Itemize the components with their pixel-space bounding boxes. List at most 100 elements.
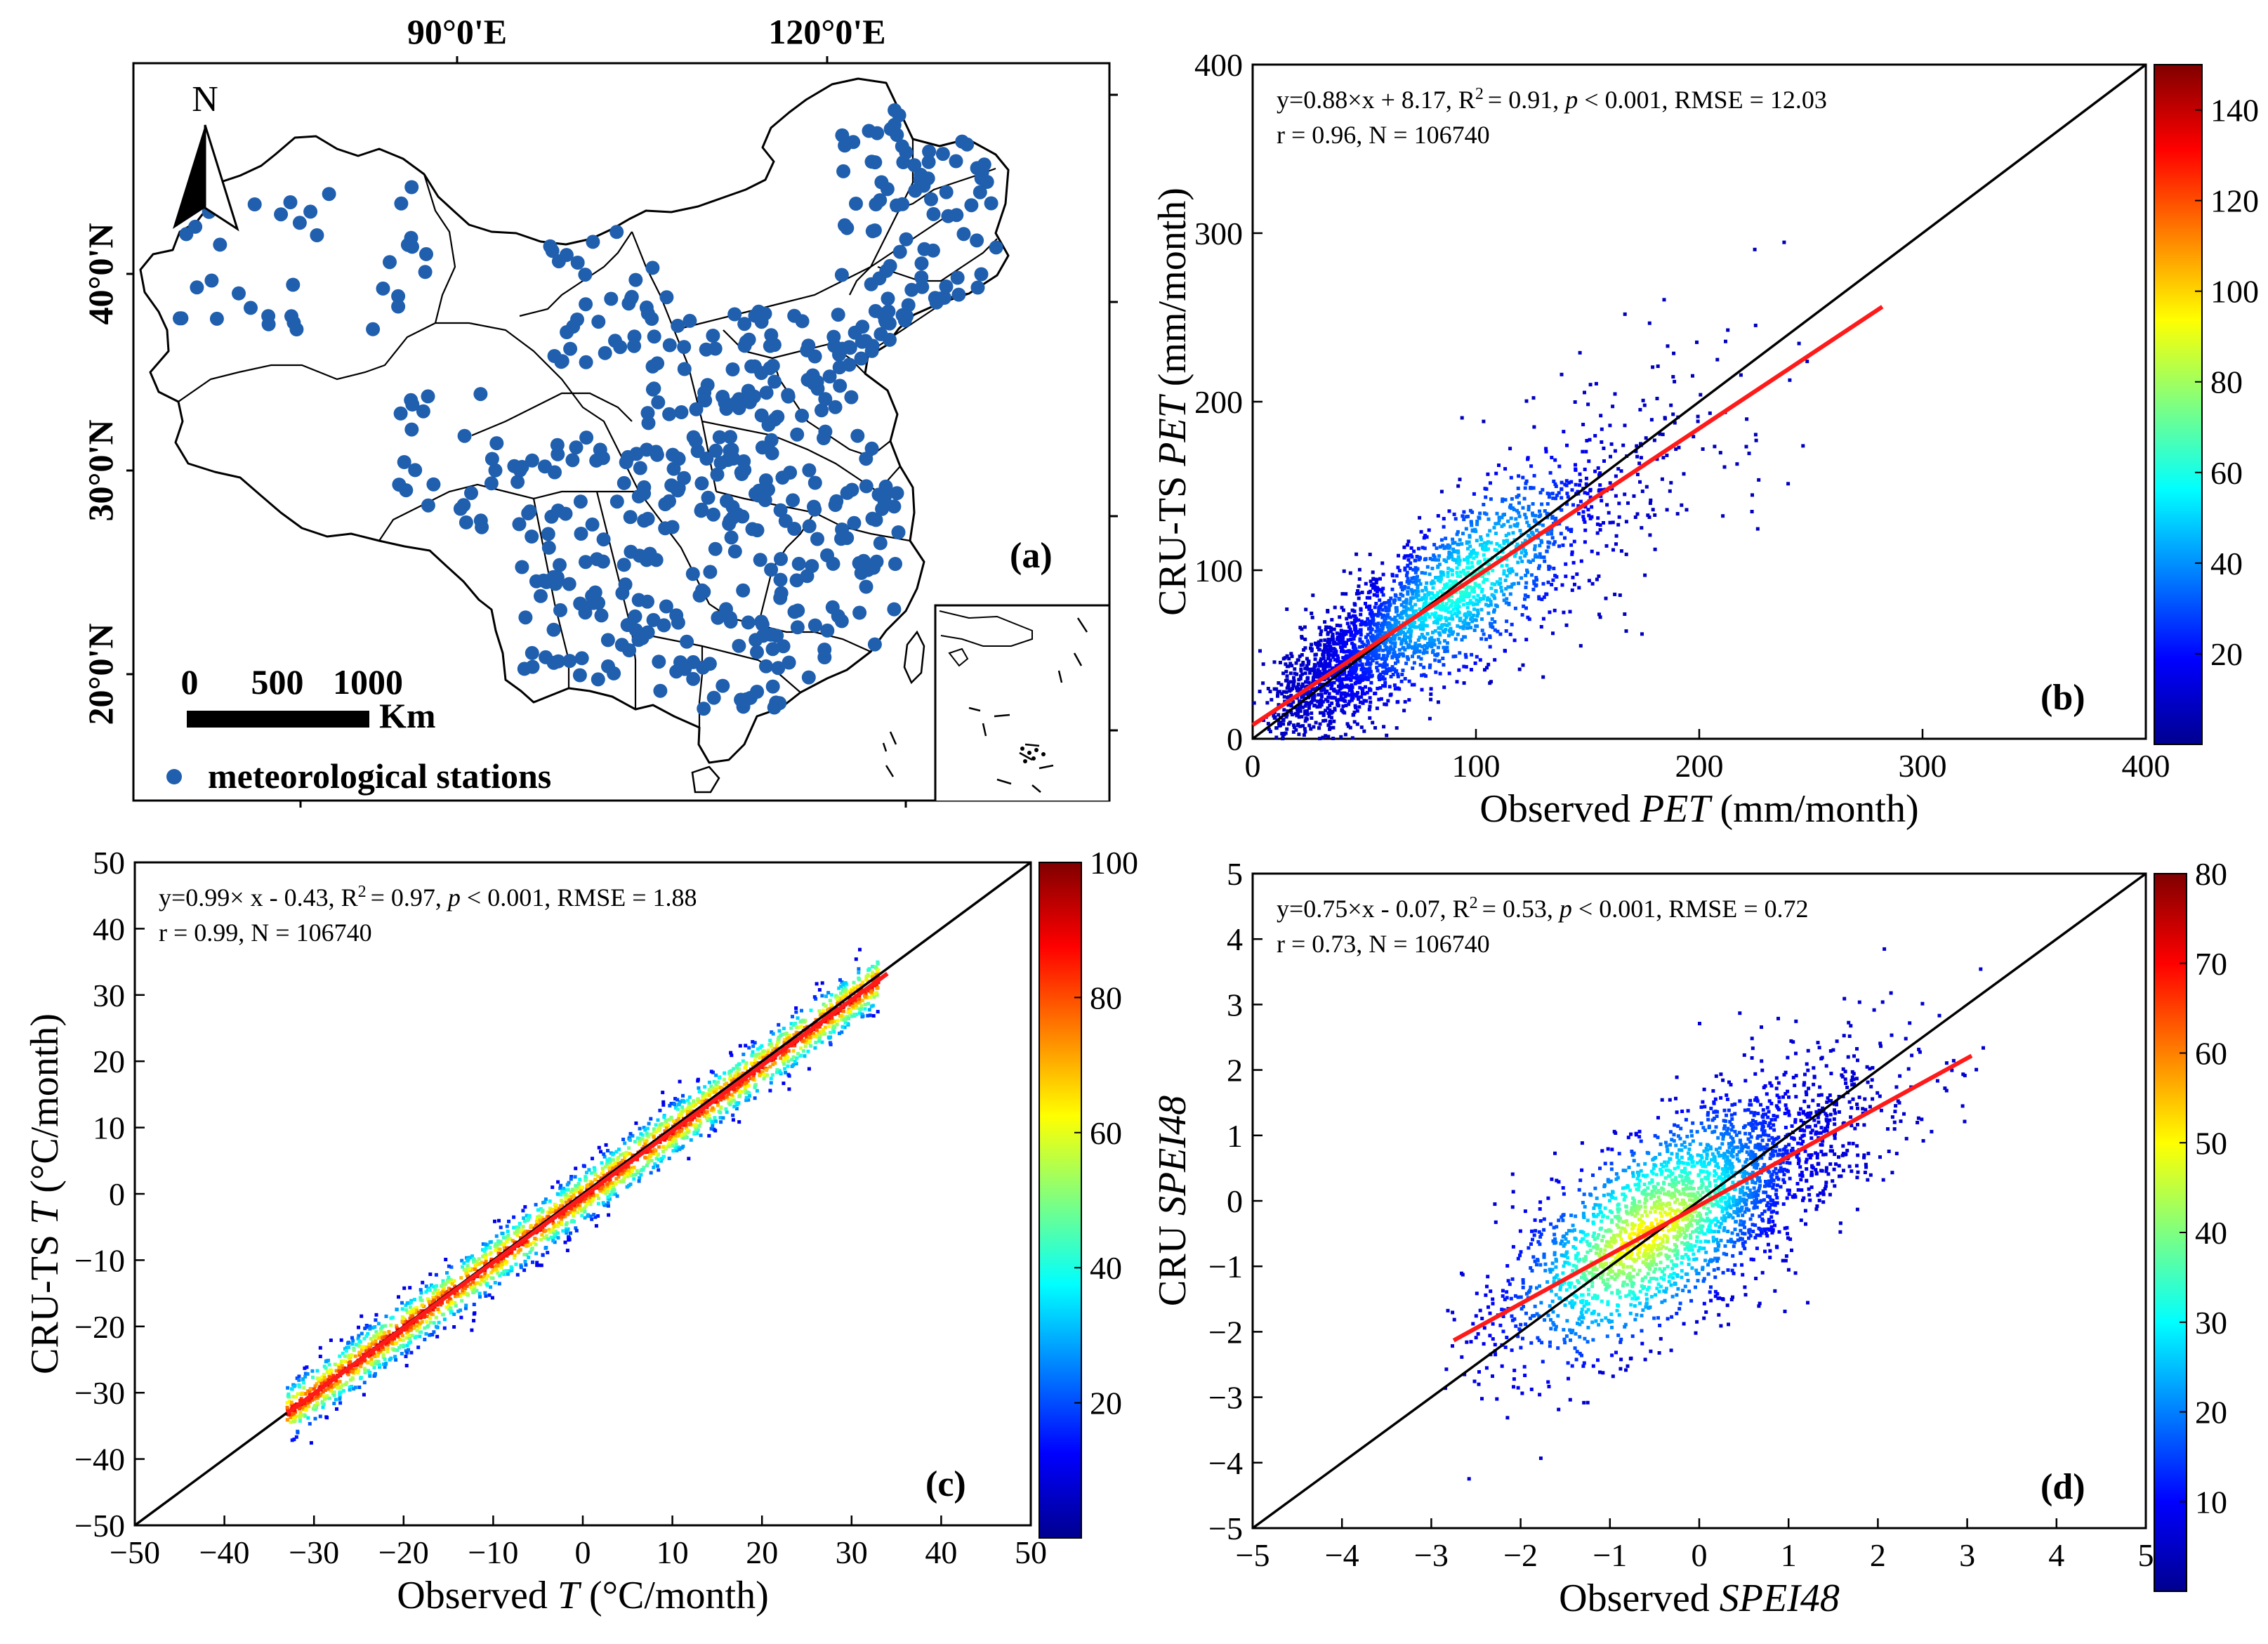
scatter-point	[726, 1097, 730, 1101]
scatter-point	[1512, 508, 1516, 512]
scatter-point	[608, 1178, 612, 1183]
scatter-point	[566, 1188, 570, 1192]
scatter-point	[558, 1192, 562, 1197]
colorbar-tick-label: 60	[2210, 455, 2243, 491]
scatter-point	[1462, 510, 1466, 514]
scatter-point	[1524, 481, 1528, 485]
scatter-point	[744, 1089, 748, 1093]
scatter-point	[1321, 714, 1326, 717]
scatter-point	[1436, 514, 1440, 518]
scatter-point	[585, 1171, 588, 1175]
station-point	[563, 341, 578, 356]
station-point	[391, 289, 406, 303]
scatter-point	[1588, 487, 1593, 492]
scatter-point	[638, 1139, 642, 1143]
scatter-point	[1503, 578, 1508, 582]
scatter-point	[696, 1128, 700, 1132]
scatter-point	[1482, 577, 1486, 581]
scatter-point	[1495, 511, 1499, 515]
scatter-point	[1252, 701, 1256, 705]
scatter-point	[1261, 681, 1265, 685]
scatter-point	[1646, 513, 1650, 518]
scatter-point	[1726, 328, 1730, 332]
station-point	[484, 476, 499, 491]
scatter-point	[1334, 672, 1338, 676]
scatter-point	[1436, 575, 1440, 579]
scatter-point	[1624, 629, 1628, 633]
scatter-point	[1715, 357, 1720, 362]
station-point	[847, 515, 862, 530]
station-point	[706, 690, 721, 705]
scatter-point	[1420, 633, 1424, 637]
station-point	[939, 185, 954, 199]
scatter-point	[434, 1315, 438, 1320]
scatter-point	[1409, 629, 1413, 633]
scatter-point	[1371, 618, 1376, 622]
scatter-point	[378, 1348, 383, 1352]
scatter-point	[400, 1307, 404, 1311]
scatter-point	[707, 1133, 711, 1138]
scatter-point	[1321, 719, 1326, 723]
scatter-point	[1368, 624, 1372, 628]
y-tick-label: 0	[1227, 721, 1243, 757]
scatter-point	[1437, 614, 1441, 618]
scatter-point	[1665, 508, 1669, 512]
scatter-point	[623, 1141, 627, 1145]
scatter-point	[1375, 706, 1379, 711]
x-axis-label-b: Observed PET (mm/month)	[1479, 787, 1918, 831]
scatter-point	[1554, 485, 1558, 488]
y-tick-label: 300	[1194, 216, 1243, 251]
scatter-point	[645, 1131, 649, 1135]
scatter-point	[1477, 569, 1482, 573]
scatter-point	[1480, 629, 1484, 633]
scatter-point	[1505, 557, 1509, 561]
taiwan-outline	[903, 630, 925, 685]
station-point	[924, 192, 938, 206]
scatter-point	[345, 1369, 350, 1374]
scatter-point	[1521, 506, 1525, 510]
scatter-point	[686, 1098, 690, 1103]
scatter-point	[647, 1122, 651, 1126]
scatter-point	[1513, 523, 1517, 527]
scatter-point	[1526, 570, 1529, 574]
scatter-point	[1350, 736, 1354, 740]
x-tick-label: 0	[1245, 748, 1261, 784]
scatter-point	[1493, 582, 1497, 586]
station-markers	[173, 103, 1003, 716]
scatter-point	[1305, 712, 1310, 716]
scatter-point	[649, 1171, 653, 1175]
scatter-point	[1294, 661, 1298, 665]
scatter-point	[1378, 577, 1382, 581]
scatter-point	[846, 1010, 850, 1014]
station-point	[558, 506, 573, 521]
scatter-point	[1457, 556, 1461, 560]
scatter-point	[750, 1053, 754, 1058]
scatter-point	[1268, 690, 1272, 694]
scatter-point	[1390, 617, 1394, 622]
station-point	[890, 486, 904, 501]
scatter-point	[320, 1375, 324, 1379]
scatter-point	[1502, 522, 1506, 527]
scatter-point	[852, 1013, 857, 1016]
scatter-point	[1412, 683, 1416, 687]
scatter-point	[395, 1308, 399, 1312]
scatter-point	[1352, 664, 1357, 669]
station-point	[970, 280, 985, 295]
station-point	[522, 504, 537, 519]
scatter-point	[329, 1339, 333, 1342]
station-point	[854, 351, 869, 366]
scatter-point	[1532, 425, 1536, 429]
scatter-point	[473, 1268, 477, 1271]
station-point	[935, 147, 950, 162]
scatter-point	[482, 1275, 486, 1279]
scatter-point	[1406, 630, 1410, 634]
scatter-point	[1368, 666, 1372, 671]
scatter-point	[1624, 552, 1628, 556]
station-point	[706, 507, 720, 522]
scatter-point	[454, 1294, 457, 1298]
scatter-point	[1392, 637, 1397, 641]
scatter-point	[472, 1319, 476, 1323]
scatter-point	[1600, 440, 1604, 444]
scatter-point	[478, 1282, 482, 1287]
scatter-point	[1396, 674, 1400, 678]
